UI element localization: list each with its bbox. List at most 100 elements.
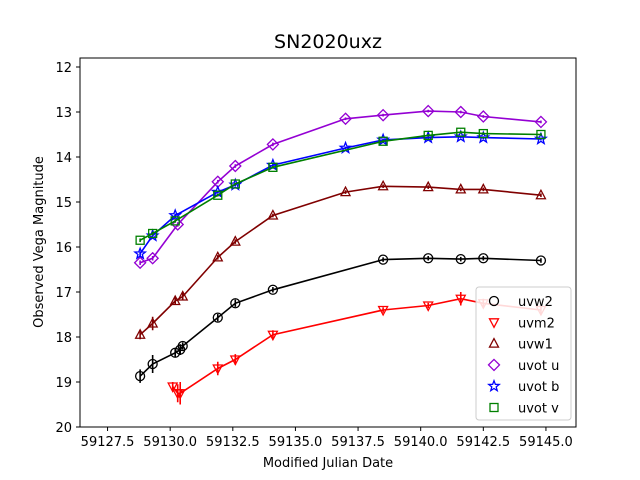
y-tick-label: 15 bbox=[55, 196, 72, 211]
data-point bbox=[455, 253, 466, 265]
series-uvot-b bbox=[133, 129, 548, 260]
plot-frame bbox=[79, 57, 577, 428]
chart-title: SN2020uxz bbox=[274, 31, 382, 53]
y-tick-label: 20 bbox=[55, 421, 72, 436]
data-point bbox=[477, 183, 489, 194]
legend-marker bbox=[489, 402, 499, 413]
data-point bbox=[422, 180, 434, 192]
legend-box bbox=[475, 286, 572, 421]
data-point bbox=[339, 185, 352, 197]
x-axis-label: Modified Julian Date bbox=[263, 456, 393, 471]
plot-area bbox=[133, 104, 548, 405]
series-uvw1 bbox=[134, 179, 547, 340]
x-axis: 59127.5 59130.0 59132.5 59135.0 59137.5 59140… bbox=[81, 427, 573, 450]
data-point bbox=[177, 340, 188, 352]
x-tick-label: 59140.0 bbox=[394, 435, 448, 450]
data-point bbox=[213, 190, 223, 200]
data-point bbox=[535, 188, 547, 200]
data-point bbox=[167, 382, 179, 393]
y-tick-label: 17 bbox=[55, 286, 72, 301]
x-tick-label: 59130.0 bbox=[143, 435, 197, 450]
legend-item: uvot u bbox=[487, 358, 559, 374]
data-point bbox=[476, 110, 490, 123]
series-uvot-u bbox=[133, 104, 548, 270]
data-point bbox=[421, 104, 435, 118]
legend-item: uvm2 bbox=[488, 316, 555, 331]
legend-label: uvw1 bbox=[518, 338, 553, 353]
legend: uvw2 uvm2 uvw1 uvot u uvot b uvot v bbox=[475, 286, 572, 421]
data-point bbox=[536, 129, 546, 140]
x-tick-label: 59145.0 bbox=[519, 435, 573, 450]
series-uvw2 bbox=[134, 253, 547, 383]
data-point bbox=[212, 250, 224, 262]
data-point bbox=[212, 312, 223, 323]
legend-label: uvot v bbox=[518, 402, 559, 417]
legend-marker bbox=[488, 337, 500, 348]
data-point bbox=[267, 330, 279, 342]
data-point bbox=[535, 255, 547, 266]
data-point bbox=[455, 294, 467, 306]
data-point bbox=[454, 105, 468, 119]
data-point bbox=[229, 235, 241, 246]
data-point bbox=[134, 328, 146, 339]
data-point bbox=[133, 246, 148, 260]
y-tick-label: 19 bbox=[55, 376, 72, 391]
data-point bbox=[134, 370, 146, 382]
data-point bbox=[212, 364, 224, 375]
data-point bbox=[147, 317, 159, 328]
legend-marker bbox=[487, 358, 501, 372]
data-point bbox=[377, 305, 389, 317]
legend-label: uvot b bbox=[518, 380, 559, 395]
data-point bbox=[268, 162, 278, 173]
data-point bbox=[339, 112, 352, 126]
data-point bbox=[378, 136, 388, 146]
data-point bbox=[456, 127, 466, 137]
data-point bbox=[478, 253, 489, 264]
data-point bbox=[133, 256, 147, 270]
y-tick-label: 12 bbox=[55, 61, 72, 76]
legend-label: uvot u bbox=[518, 359, 559, 374]
data-point bbox=[266, 137, 280, 151]
legend-item: uvot v bbox=[489, 402, 559, 417]
data-point bbox=[147, 358, 158, 370]
x-tick-label: 59142.5 bbox=[456, 435, 510, 450]
data-point bbox=[228, 159, 242, 173]
data-point bbox=[455, 183, 467, 194]
data-point bbox=[171, 218, 185, 231]
x-tick-label: 59127.5 bbox=[81, 435, 135, 450]
data-point bbox=[422, 301, 434, 312]
y-tick-label: 13 bbox=[55, 106, 72, 121]
series-line bbox=[139, 110, 541, 264]
data-point bbox=[135, 235, 145, 245]
x-tick-label: 59137.5 bbox=[331, 435, 385, 450]
legend-label: uvw2 bbox=[518, 295, 553, 310]
data-point bbox=[146, 251, 160, 265]
data-point bbox=[376, 108, 390, 122]
legend-marker bbox=[488, 318, 500, 329]
data-point bbox=[534, 115, 548, 129]
y-axis-label: Observed Vega Magnitude bbox=[32, 156, 47, 328]
data-point bbox=[267, 284, 279, 295]
data-point bbox=[230, 179, 240, 189]
x-tick-label: 59135.0 bbox=[269, 435, 323, 450]
data-point bbox=[267, 209, 279, 220]
data-point bbox=[423, 130, 433, 141]
legend-marker bbox=[488, 295, 500, 307]
series-uvot-v bbox=[135, 127, 546, 245]
data-point bbox=[230, 298, 241, 309]
legend-item: uvw2 bbox=[488, 295, 553, 310]
x-tick-label: 59132.5 bbox=[206, 435, 260, 450]
legend-marker bbox=[487, 378, 501, 393]
y-tick-label: 18 bbox=[55, 331, 72, 346]
y-tick-label: 16 bbox=[55, 241, 72, 256]
data-point bbox=[377, 254, 389, 265]
data-point bbox=[177, 290, 189, 301]
data-point bbox=[147, 228, 158, 239]
legend-item: uvot b bbox=[487, 378, 559, 395]
y-tick-label: 14 bbox=[55, 151, 72, 166]
data-point bbox=[423, 253, 434, 264]
legend-label: uvm2 bbox=[518, 316, 555, 331]
data-point bbox=[377, 179, 389, 191]
data-point bbox=[170, 216, 180, 226]
